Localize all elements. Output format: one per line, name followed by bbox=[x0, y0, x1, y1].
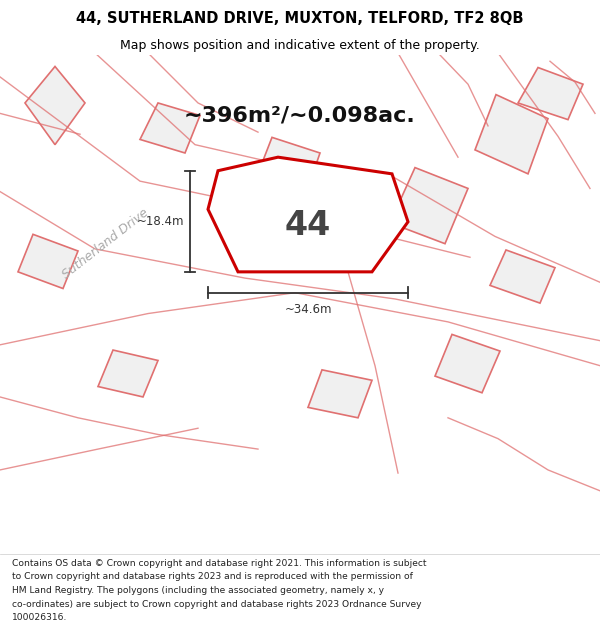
Text: ~396m²/~0.098ac.: ~396m²/~0.098ac. bbox=[184, 106, 416, 126]
Polygon shape bbox=[140, 103, 200, 153]
Polygon shape bbox=[255, 138, 320, 197]
Text: 44, SUTHERLAND DRIVE, MUXTON, TELFORD, TF2 8QB: 44, SUTHERLAND DRIVE, MUXTON, TELFORD, T… bbox=[76, 11, 524, 26]
Text: ~18.4m: ~18.4m bbox=[137, 215, 184, 227]
Polygon shape bbox=[475, 94, 548, 174]
Text: Map shows position and indicative extent of the property.: Map shows position and indicative extent… bbox=[120, 39, 480, 51]
Polygon shape bbox=[518, 68, 583, 119]
Polygon shape bbox=[18, 234, 78, 289]
Polygon shape bbox=[98, 350, 158, 397]
Polygon shape bbox=[308, 370, 372, 418]
Text: HM Land Registry. The polygons (including the associated geometry, namely x, y: HM Land Registry. The polygons (includin… bbox=[12, 586, 384, 595]
Text: 44: 44 bbox=[285, 209, 331, 242]
Polygon shape bbox=[490, 250, 555, 303]
Text: 100026316.: 100026316. bbox=[12, 613, 67, 622]
Polygon shape bbox=[208, 157, 408, 272]
Polygon shape bbox=[390, 168, 468, 244]
Text: Contains OS data © Crown copyright and database right 2021. This information is : Contains OS data © Crown copyright and d… bbox=[12, 559, 427, 568]
Polygon shape bbox=[435, 334, 500, 392]
Text: to Crown copyright and database rights 2023 and is reproduced with the permissio: to Crown copyright and database rights 2… bbox=[12, 572, 413, 581]
Text: ~34.6m: ~34.6m bbox=[284, 303, 332, 316]
Polygon shape bbox=[25, 66, 85, 144]
Text: Sutherland Drive: Sutherland Drive bbox=[60, 206, 151, 281]
Text: co-ordinates) are subject to Crown copyright and database rights 2023 Ordnance S: co-ordinates) are subject to Crown copyr… bbox=[12, 599, 421, 609]
